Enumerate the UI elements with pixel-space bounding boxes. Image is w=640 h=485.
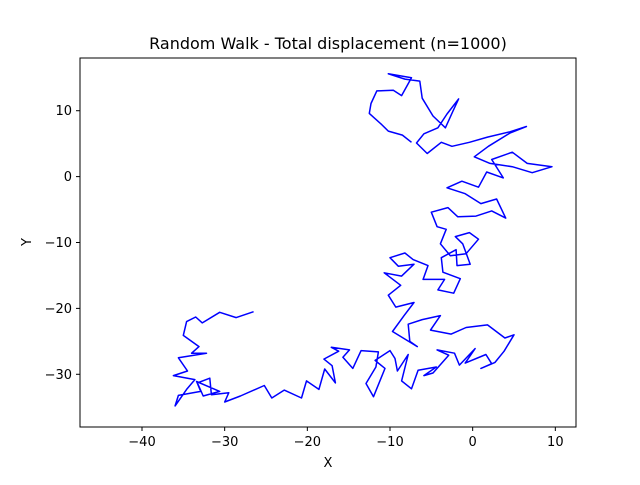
axes-frame [79, 57, 577, 428]
y-tick-label: −20 [45, 302, 72, 317]
y-tick-label: −10 [45, 236, 72, 251]
x-tick-label: −10 [376, 435, 403, 450]
x-tick-label: 0 [469, 435, 477, 450]
y-tick-label: −30 [45, 368, 72, 383]
x-axis-label: X [324, 456, 333, 471]
chart-title: Random Walk - Total displacement (n=1000… [149, 34, 507, 53]
x-tick-label: −20 [294, 435, 321, 450]
x-tick-label: −30 [211, 435, 238, 450]
y-tick-label: 10 [55, 104, 72, 119]
x-tick-label: −40 [128, 435, 155, 450]
y-axis: −30 −20 −10 0 10 [45, 104, 80, 383]
series-line-0 [172, 73, 553, 407]
y-tick-label: 0 [64, 170, 72, 185]
x-tick-label: 10 [547, 435, 564, 450]
plot-area [172, 73, 553, 407]
y-axis-label: Y [20, 238, 35, 247]
x-axis: −40 −30 −20 −10 0 10 [128, 427, 564, 450]
